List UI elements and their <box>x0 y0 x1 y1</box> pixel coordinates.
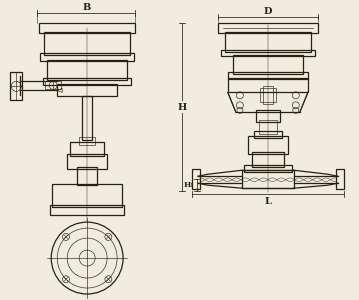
Bar <box>233 56 303 74</box>
Bar <box>242 170 294 188</box>
Bar <box>254 131 282 138</box>
Text: H₁: H₁ <box>183 181 194 189</box>
Bar <box>50 205 124 215</box>
Bar <box>244 165 292 172</box>
Bar <box>43 78 131 85</box>
Bar <box>67 154 107 169</box>
Bar <box>47 60 127 80</box>
Bar <box>192 169 200 189</box>
Bar <box>252 152 284 167</box>
Bar <box>263 86 273 104</box>
Text: H: H <box>177 103 187 112</box>
Text: B: B <box>82 2 90 11</box>
Text: D: D <box>264 7 272 16</box>
Bar <box>57 84 117 96</box>
Bar <box>221 50 315 56</box>
Bar <box>70 142 104 156</box>
Bar <box>228 72 308 80</box>
Bar <box>248 136 288 154</box>
Bar <box>39 23 135 34</box>
Bar <box>228 78 308 92</box>
Bar <box>77 167 97 185</box>
Bar <box>218 23 318 34</box>
Bar <box>10 72 22 100</box>
Bar <box>82 96 92 140</box>
Bar <box>259 120 277 134</box>
Bar <box>260 88 276 102</box>
Bar <box>336 169 344 189</box>
Text: L: L <box>265 197 271 206</box>
Bar <box>79 137 95 145</box>
Bar <box>45 81 61 89</box>
Bar <box>52 184 122 207</box>
Bar <box>225 32 311 52</box>
Bar <box>256 110 280 122</box>
Bar <box>44 32 130 56</box>
Bar <box>40 53 134 62</box>
